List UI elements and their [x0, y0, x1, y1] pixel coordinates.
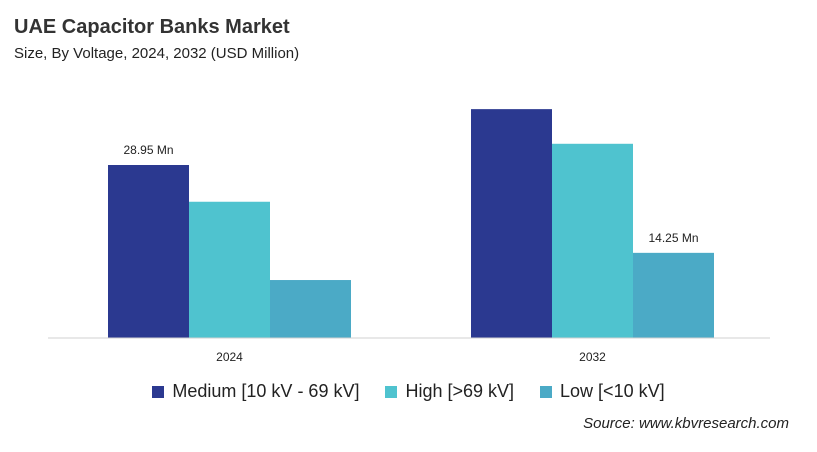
chart-subtitle: Size, By Voltage, 2024, 2032 (USD Millio…	[14, 45, 300, 62]
bar-2032-2	[633, 252, 714, 338]
legend-item-low[interactable]: Low [<10 kV]	[540, 381, 665, 402]
legend: Medium [10 kV - 69 kV] High [>69 kV] Low…	[0, 381, 817, 402]
legend-label: High [>69 kV]	[405, 381, 515, 401]
legend-swatch	[385, 385, 398, 398]
bar-2032-0	[471, 109, 552, 339]
legend-label: Low [<10 kV]	[560, 381, 665, 401]
legend-swatch	[152, 385, 165, 398]
bar-2024-1	[189, 201, 270, 338]
bar-2024-2	[270, 280, 351, 338]
legend-label: Medium [10 kV - 69 kV]	[172, 381, 360, 401]
legend-item-medium[interactable]: Medium [10 kV - 69 kV]	[152, 381, 359, 402]
x-tick-label: 2032	[579, 350, 606, 364]
data-label: 14.25 Mn	[648, 231, 698, 245]
legend-swatch	[540, 385, 553, 398]
bar-2032-1	[552, 143, 633, 338]
x-tick-label: 2024	[216, 350, 243, 364]
source-note: Source: www.kbvresearch.com	[583, 415, 789, 432]
bar-2024-0	[108, 165, 189, 338]
data-label: 28.95 Mn	[123, 143, 173, 157]
legend-item-high[interactable]: High [>69 kV]	[385, 381, 514, 402]
chart-title: UAE Capacitor Banks Market	[14, 16, 290, 38]
